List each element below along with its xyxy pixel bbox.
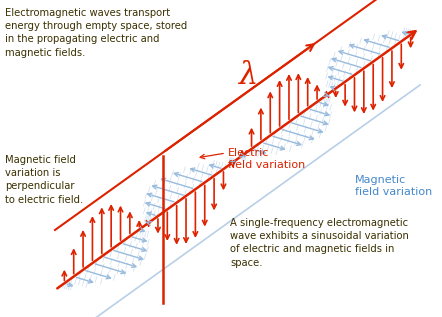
Text: A single-frequency electromagnetic
wave exhibits a sinusoidal variation
of elect: A single-frequency electromagnetic wave …	[230, 218, 409, 268]
Text: Electromagnetic waves transport
energy through empty space, stored
in the propag: Electromagnetic waves transport energy t…	[5, 8, 187, 58]
Text: λ: λ	[239, 60, 258, 91]
Text: Magnetic field
variation is
perpendicular
to electric field.: Magnetic field variation is perpendicula…	[5, 155, 83, 204]
Text: Magnetic
field variation: Magnetic field variation	[355, 175, 432, 197]
Text: Electric
field variation: Electric field variation	[228, 148, 305, 171]
